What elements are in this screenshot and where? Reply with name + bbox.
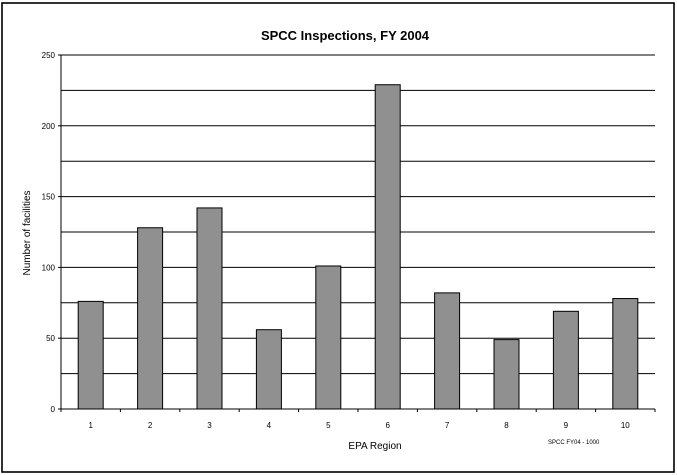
x-tick-label: 3 xyxy=(207,421,212,430)
x-tick-label: 5 xyxy=(326,421,331,430)
y-tick-labels: 0 50 100 150 200 250 xyxy=(42,51,61,414)
x-tick-label: 6 xyxy=(385,421,390,430)
x-tick-label: 10 xyxy=(621,421,630,430)
bar-region-9 xyxy=(552,310,579,410)
y-tick-label: 200 xyxy=(42,122,56,131)
chart-footnote: SPCC FY04 - 1000 xyxy=(548,440,600,446)
x-tick-label: 4 xyxy=(267,421,272,430)
bar-region-7 xyxy=(434,292,461,410)
y-axis-title: Number of facilities xyxy=(22,190,33,275)
x-tick-label: 2 xyxy=(148,421,153,430)
bar-region-2 xyxy=(137,227,164,410)
x-axis-title: EPA Region xyxy=(348,441,401,452)
x-tick-label: 9 xyxy=(564,421,569,430)
y-tick-label: 250 xyxy=(42,51,56,60)
bar-region-4 xyxy=(255,329,282,410)
bar-region-10 xyxy=(612,298,639,410)
x-tick-labels: 1 2 3 4 5 6 7 8 9 10 xyxy=(60,409,656,430)
bar-region-5 xyxy=(315,265,342,410)
x-tick-label: 8 xyxy=(504,421,509,430)
y-tick-label: 0 xyxy=(51,405,56,414)
y-tick-label: 100 xyxy=(42,263,56,272)
y-tick-label: 50 xyxy=(46,334,55,343)
bar-region-1 xyxy=(77,300,104,410)
bar-region-8 xyxy=(493,339,520,410)
y-tick-label: 150 xyxy=(42,193,56,202)
x-tick-label: 7 xyxy=(445,421,450,430)
chart-title: SPCC Inspections, FY 2004 xyxy=(261,28,430,43)
bar-region-3 xyxy=(196,207,223,410)
x-tick-label: 1 xyxy=(88,421,93,430)
bar-region-6 xyxy=(374,84,401,410)
